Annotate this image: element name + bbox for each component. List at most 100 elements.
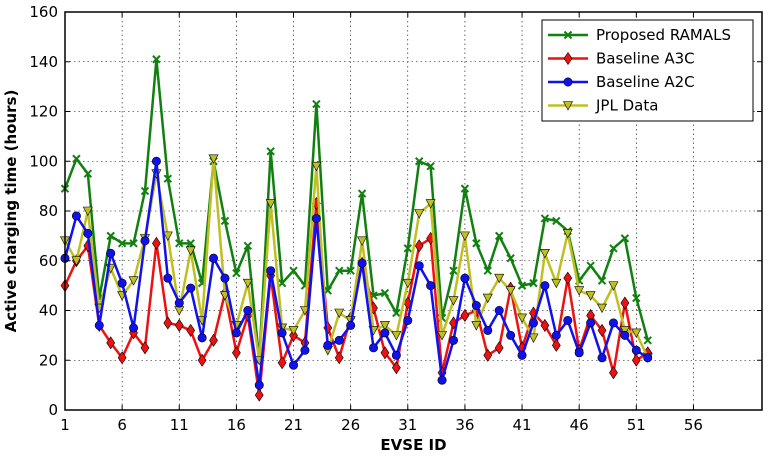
data-point bbox=[632, 293, 641, 303]
x-tick-label: 21 bbox=[284, 416, 303, 434]
data-point bbox=[528, 318, 538, 328]
data-point bbox=[608, 318, 618, 328]
marker-stroke bbox=[540, 214, 550, 223]
data-point bbox=[517, 281, 527, 290]
data-point bbox=[472, 239, 481, 248]
data-point bbox=[608, 281, 619, 291]
data-point bbox=[562, 229, 573, 239]
data-point bbox=[437, 331, 448, 341]
marker-stroke bbox=[335, 266, 344, 275]
data-point bbox=[106, 336, 116, 350]
data-point bbox=[174, 318, 184, 332]
data-point bbox=[128, 276, 139, 286]
data-point bbox=[494, 273, 505, 284]
series-jpl-data bbox=[60, 154, 653, 366]
data-point bbox=[574, 286, 585, 296]
data-point bbox=[71, 256, 82, 266]
data-point bbox=[117, 351, 127, 365]
data-point bbox=[208, 154, 219, 164]
data-point bbox=[106, 231, 115, 241]
data-point bbox=[231, 328, 241, 338]
data-point bbox=[471, 321, 482, 331]
legend-marker bbox=[563, 77, 573, 87]
data-point bbox=[414, 239, 424, 253]
marker-stroke bbox=[266, 147, 275, 156]
marker-stroke bbox=[609, 244, 618, 253]
marker-stroke bbox=[380, 288, 390, 298]
marker-stroke bbox=[140, 186, 150, 196]
y-tick-label: 60 bbox=[39, 252, 58, 270]
data-point bbox=[311, 213, 321, 223]
data-point bbox=[289, 266, 298, 275]
data-point bbox=[540, 281, 550, 291]
y-tick-label: 120 bbox=[29, 103, 58, 121]
legend-box bbox=[541, 19, 754, 122]
x-tick-label: 1 bbox=[60, 416, 70, 434]
data-point bbox=[494, 305, 504, 315]
marker-stroke bbox=[289, 266, 298, 275]
data-point bbox=[403, 244, 412, 253]
data-point bbox=[425, 199, 436, 209]
legend-label: Baseline A2C bbox=[596, 73, 695, 91]
legend-marker bbox=[563, 51, 573, 66]
x-axis-title: EVSE ID bbox=[380, 436, 446, 454]
marker-stroke bbox=[243, 241, 253, 251]
data-point bbox=[117, 239, 127, 248]
marker-stroke bbox=[232, 268, 241, 278]
data-point bbox=[414, 261, 424, 271]
data-point bbox=[323, 340, 333, 350]
data-point bbox=[174, 298, 184, 308]
data-point bbox=[129, 239, 138, 248]
legend: Proposed RAMALS Baseline A3C Baseline A2C J… bbox=[541, 19, 754, 122]
marker-stroke bbox=[72, 154, 81, 163]
data-point bbox=[163, 174, 173, 183]
data-point bbox=[335, 266, 344, 275]
data-point bbox=[620, 296, 630, 310]
data-point bbox=[185, 246, 196, 256]
y-axis-title: Active charging time (hours) bbox=[2, 90, 20, 333]
x-tick-label: 26 bbox=[341, 416, 360, 434]
legend-item: JPL Data bbox=[548, 97, 658, 115]
data-point bbox=[631, 353, 641, 367]
data-point bbox=[563, 315, 573, 325]
data-point bbox=[242, 278, 253, 289]
data-point bbox=[482, 293, 493, 304]
data-point bbox=[631, 345, 641, 355]
data-point bbox=[140, 186, 150, 196]
data-point bbox=[265, 199, 276, 209]
data-point bbox=[551, 278, 562, 289]
data-point bbox=[334, 335, 344, 345]
data-point bbox=[140, 341, 150, 355]
data-point bbox=[505, 286, 516, 296]
data-point bbox=[357, 236, 368, 246]
data-point bbox=[254, 380, 264, 390]
series-line bbox=[63, 157, 649, 362]
data-point bbox=[426, 162, 435, 171]
legend-marker bbox=[563, 101, 573, 111]
data-point bbox=[94, 320, 104, 330]
marker-stroke bbox=[426, 162, 435, 171]
legend-marker bbox=[563, 30, 573, 40]
data-point bbox=[597, 353, 607, 363]
data-point bbox=[266, 266, 276, 276]
series-baseline-a2c bbox=[60, 156, 653, 390]
data-point bbox=[392, 308, 401, 318]
legend-item: Proposed RAMALS bbox=[548, 26, 731, 44]
data-point bbox=[151, 156, 161, 166]
data-point bbox=[357, 189, 367, 198]
data-point bbox=[483, 348, 493, 362]
data-point bbox=[83, 169, 93, 178]
data-point bbox=[426, 281, 436, 291]
data-point bbox=[300, 345, 310, 355]
data-point bbox=[631, 328, 642, 339]
x-tick-label: 11 bbox=[170, 416, 189, 434]
marker-stroke bbox=[586, 261, 595, 270]
x-tick-label: 56 bbox=[684, 416, 703, 434]
data-point bbox=[460, 308, 470, 323]
y-tick-label: 140 bbox=[29, 53, 58, 71]
x-tick-label: 16 bbox=[227, 416, 246, 434]
data-point bbox=[243, 305, 253, 315]
data-point bbox=[243, 241, 253, 251]
data-point bbox=[163, 273, 173, 283]
data-point bbox=[483, 266, 492, 275]
